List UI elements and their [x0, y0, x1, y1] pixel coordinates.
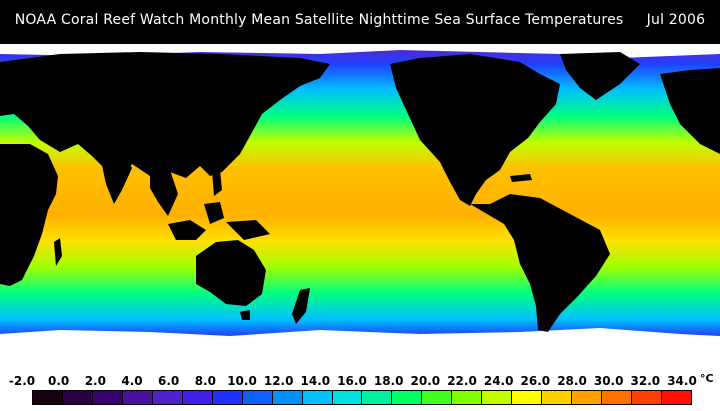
- color-legend: -2.0 0.0 2.0 4.0 6.0 8.0 10.0 12.0 14.0 16.0 18.0 2…: [0, 372, 720, 411]
- caribbean-islands: [510, 174, 532, 182]
- colorbar: [32, 390, 692, 405]
- colorbar-swatch: [92, 391, 123, 404]
- tick-label: 30.0: [593, 374, 624, 388]
- colorbar-swatch: [362, 391, 393, 404]
- colorbar-swatch: [512, 391, 543, 404]
- tick-label: 22.0: [447, 374, 477, 388]
- southeast-asia: [150, 170, 178, 216]
- colorbar-swatch: [452, 391, 483, 404]
- tick-label: 14.0: [300, 374, 331, 388]
- tick-label: 6.0: [158, 374, 180, 388]
- tick-label: 34.0: [667, 374, 697, 388]
- philippines: [212, 170, 222, 196]
- tick-label: 16.0: [337, 374, 367, 388]
- colorbar-swatch: [152, 391, 183, 404]
- unit-label: °C: [700, 372, 714, 385]
- colorbar-swatch: [272, 391, 303, 404]
- colorbar-swatch: [482, 391, 513, 404]
- tick-label: 4.0: [121, 374, 143, 388]
- colorbar-swatch: [602, 391, 633, 404]
- madagascar: [54, 238, 62, 266]
- africa: [0, 144, 58, 286]
- tick-label: 18.0: [373, 374, 404, 388]
- europe-west: [660, 68, 720, 154]
- australia: [196, 240, 266, 306]
- colorbar-swatch: [122, 391, 153, 404]
- sst-map: [0, 44, 720, 372]
- south-america: [470, 194, 610, 332]
- tick-label: 32.0: [630, 374, 661, 388]
- colorbar-swatch: [242, 391, 273, 404]
- tick-label: 20.0: [410, 374, 441, 388]
- india: [100, 154, 132, 204]
- title-bar: NOAA Coral Reef Watch Monthly Mean Satel…: [0, 0, 720, 44]
- colorbar-swatch: [392, 391, 423, 404]
- colorbar-swatch: [542, 391, 573, 404]
- tick-label: 8.0: [194, 374, 216, 388]
- arctic-ice: [0, 44, 720, 58]
- colorbar-swatch: [212, 391, 243, 404]
- map-title: NOAA Coral Reef Watch Monthly Mean Satel…: [14, 12, 706, 28]
- tick-label: 10.0: [227, 374, 257, 388]
- japan: [230, 116, 248, 154]
- colorbar-swatch: [632, 391, 663, 404]
- colorbar-swatch: [33, 391, 63, 404]
- tick-label: 2.0: [84, 374, 106, 388]
- greenland: [560, 52, 640, 100]
- colorbar-swatch: [572, 391, 603, 404]
- tick-label: 28.0: [557, 374, 587, 388]
- tick-label: 24.0: [483, 374, 514, 388]
- colorbar-swatch: [62, 391, 93, 404]
- antarctic-ice: [0, 328, 720, 372]
- colorbar-swatch: [302, 391, 333, 404]
- indonesia: [168, 202, 270, 240]
- eurasia: [0, 52, 330, 184]
- tick-label: -2.0: [8, 374, 36, 388]
- new-zealand: [292, 288, 310, 324]
- north-america: [390, 54, 560, 206]
- tick-label: 12.0: [263, 374, 294, 388]
- colorbar-swatch: [662, 391, 691, 404]
- tasmania: [240, 310, 250, 320]
- tick-label: 0.0: [48, 374, 70, 388]
- colorbar-swatch: [422, 391, 453, 404]
- colorbar-swatch: [182, 391, 213, 404]
- colorbar-swatch: [332, 391, 363, 404]
- tick-label: 26.0: [520, 374, 551, 388]
